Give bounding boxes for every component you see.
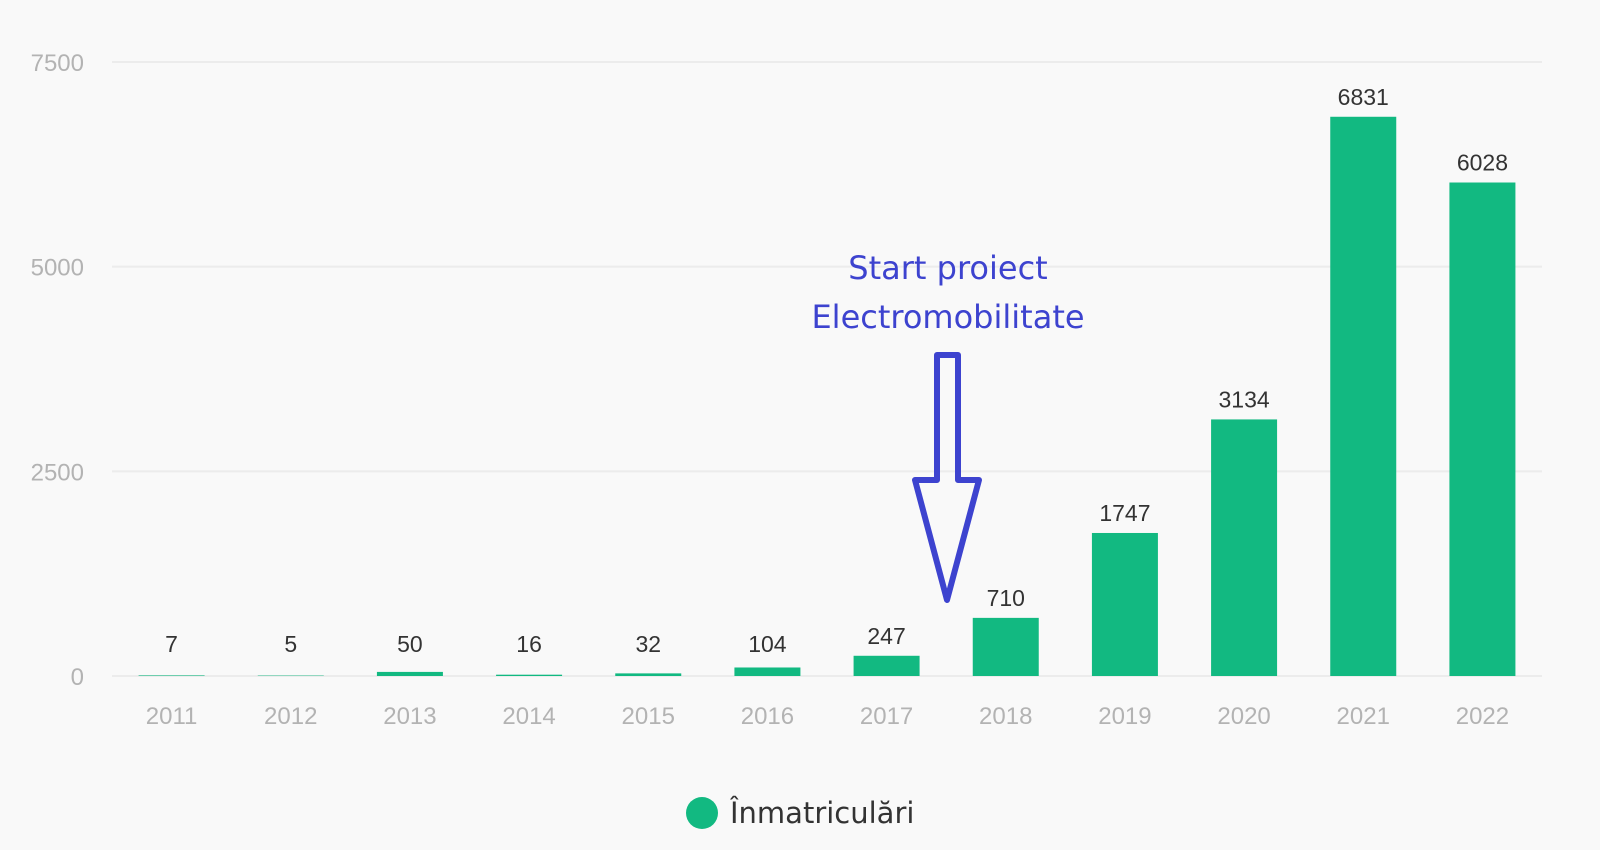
data-label: 3134 [1218, 386, 1269, 412]
data-label: 5 [284, 631, 297, 657]
y-tick-label: 0 [71, 664, 84, 691]
annotation: Start proiect Electromobilitate [811, 249, 1085, 603]
down-arrow-icon [912, 352, 982, 603]
y-tick-label: 5000 [31, 255, 84, 282]
bar [1449, 182, 1516, 676]
data-label: 6028 [1457, 150, 1508, 176]
bar [734, 667, 801, 676]
bar [615, 673, 682, 676]
x-tick-label: 2013 [383, 703, 436, 730]
x-tick-label: 2012 [264, 703, 317, 730]
data-label: 247 [867, 623, 905, 649]
y-tick-label: 2500 [31, 459, 84, 486]
y-tick-label: 7500 [31, 50, 84, 77]
bars [138, 116, 1516, 676]
data-labels: 7 5 50 16 32 104 247 710 1747 3134 6831 6028 [165, 84, 1508, 657]
annotation-line-2: Electromobilitate [811, 298, 1084, 336]
x-tick-label: 2019 [1098, 703, 1151, 730]
data-label: 104 [748, 631, 787, 657]
x-tick-label: 2022 [1456, 703, 1509, 730]
bar [376, 671, 443, 676]
x-tick-label: 2018 [979, 703, 1032, 730]
data-label: 16 [516, 631, 542, 657]
x-axis-ticks: 2011 2012 2013 2014 2015 2016 2017 2018 2019 2020… [146, 703, 1509, 730]
bar [1211, 419, 1278, 676]
x-tick-label: 2014 [502, 703, 555, 730]
data-label: 710 [987, 585, 1025, 611]
legend-swatch [686, 797, 718, 829]
data-label: 7 [165, 631, 178, 657]
legend-label: Înmatriculări [729, 796, 914, 830]
x-tick-label: 2015 [622, 703, 675, 730]
data-label: 1747 [1099, 500, 1150, 526]
bar [972, 617, 1039, 676]
data-label: 32 [635, 631, 661, 657]
data-label: 6831 [1338, 84, 1389, 110]
gridlines [112, 61, 1542, 677]
bar [853, 655, 920, 676]
x-tick-label: 2021 [1337, 703, 1390, 730]
bar [1091, 532, 1158, 676]
y-axis-ticks: 0 2500 5000 7500 [31, 50, 84, 691]
x-tick-label: 2017 [860, 703, 913, 730]
legend: Înmatriculări [686, 796, 914, 830]
bar [496, 674, 563, 676]
bar [138, 675, 205, 676]
x-tick-label: 2016 [741, 703, 794, 730]
bar [1330, 116, 1397, 676]
x-tick-label: 2011 [146, 703, 198, 730]
data-label: 50 [397, 631, 423, 657]
annotation-line-1: Start proiect [848, 249, 1047, 287]
x-tick-label: 2020 [1217, 703, 1270, 730]
